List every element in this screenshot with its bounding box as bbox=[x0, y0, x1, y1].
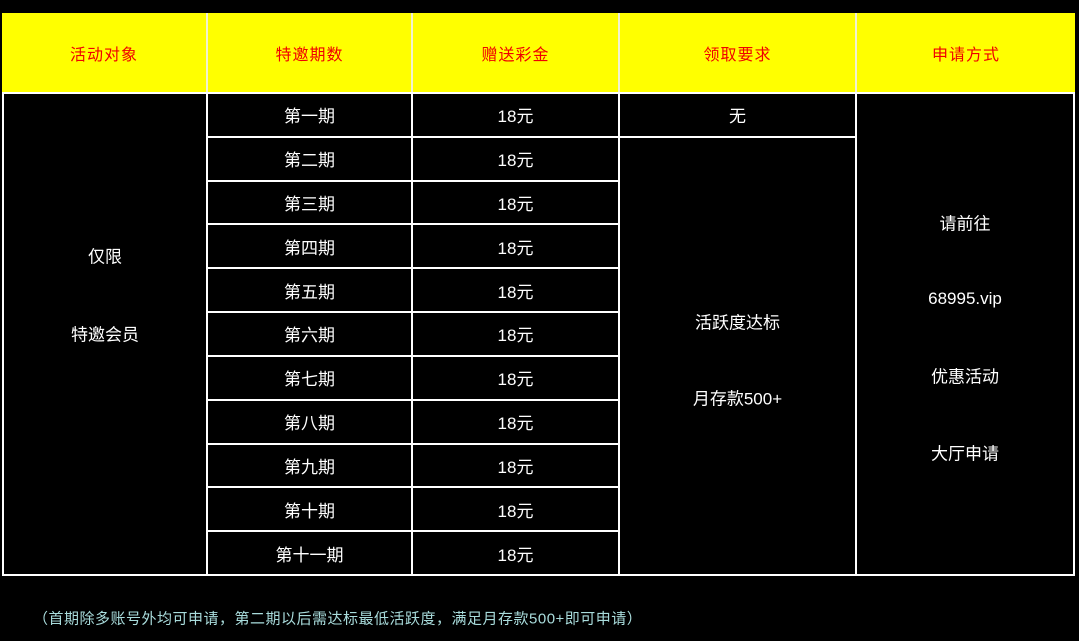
activity-target-cell: 仅限 特邀会员 bbox=[4, 94, 206, 574]
bonus-cell: 18元 bbox=[413, 181, 618, 224]
requirement-line1: 活跃度达标 bbox=[695, 313, 780, 333]
footnote-text: （首期除多账号外均可申请，第二期以后需达标最低活跃度，满足月存款500+即可申请… bbox=[33, 610, 643, 628]
bonus-cell: 18元 bbox=[413, 137, 618, 180]
header-cell-bonus: 赠送彩金 bbox=[413, 13, 618, 92]
bonus-cell: 18元 bbox=[413, 225, 618, 268]
bonus-cell: 18元 bbox=[413, 444, 618, 487]
bonus-cell: 18元 bbox=[413, 269, 618, 312]
period-cell: 第五期 bbox=[208, 269, 411, 312]
promo-table: 活动对象 特邀期数 赠送彩金 领取要求 申请方式 仅限 特邀会员 第一期 18元… bbox=[2, 13, 1075, 576]
bonus-cell: 18元 bbox=[413, 313, 618, 355]
header-cell-claim-requirement: 领取要求 bbox=[620, 13, 855, 92]
apply-method-line1: 请前往 bbox=[939, 214, 991, 234]
requirement-rest-cell: 活跃度达标 月存款500+ bbox=[620, 137, 855, 574]
period-cell: 第七期 bbox=[208, 356, 411, 399]
requirement-first-cell: 无 bbox=[620, 94, 855, 136]
period-cell: 第三期 bbox=[208, 181, 411, 224]
period-cell: 第一期 bbox=[208, 94, 411, 136]
header-cell-activity-target: 活动对象 bbox=[2, 13, 206, 92]
table-header-row: 活动对象 特邀期数 赠送彩金 领取要求 申请方式 bbox=[2, 13, 1075, 92]
bonus-cell: 18元 bbox=[413, 94, 618, 136]
period-cell: 第二期 bbox=[208, 137, 411, 180]
activity-target-line2: 特邀会员 bbox=[71, 325, 139, 345]
period-cell: 第四期 bbox=[208, 225, 411, 268]
period-cell: 第十一期 bbox=[208, 532, 411, 574]
header-cell-invite-period: 特邀期数 bbox=[208, 13, 411, 92]
bonus-cell: 18元 bbox=[413, 400, 618, 443]
period-cell: 第九期 bbox=[208, 444, 411, 487]
requirement-line2: 月存款500+ bbox=[692, 389, 783, 409]
period-cell: 第八期 bbox=[208, 400, 411, 443]
bonus-cell: 18元 bbox=[413, 532, 618, 574]
apply-method-site-url: 68995.vip bbox=[928, 289, 1002, 308]
header-cell-apply-method: 申请方式 bbox=[857, 13, 1075, 92]
period-cell: 第十期 bbox=[208, 488, 411, 531]
bonus-cell: 18元 bbox=[413, 488, 618, 531]
apply-method-cell: 请前往 68995.vip 优惠活动 大厅申请 bbox=[857, 94, 1073, 574]
bonus-cell: 18元 bbox=[413, 356, 618, 399]
apply-method-line3: 优惠活动 bbox=[931, 367, 999, 387]
period-cell: 第六期 bbox=[208, 313, 411, 355]
apply-method-line4: 大厅申请 bbox=[931, 444, 999, 464]
activity-target-line1: 仅限 bbox=[88, 247, 122, 267]
table-body: 仅限 特邀会员 第一期 18元 第二期 18元 第三期 18元 第四期 18元 … bbox=[2, 92, 1075, 576]
